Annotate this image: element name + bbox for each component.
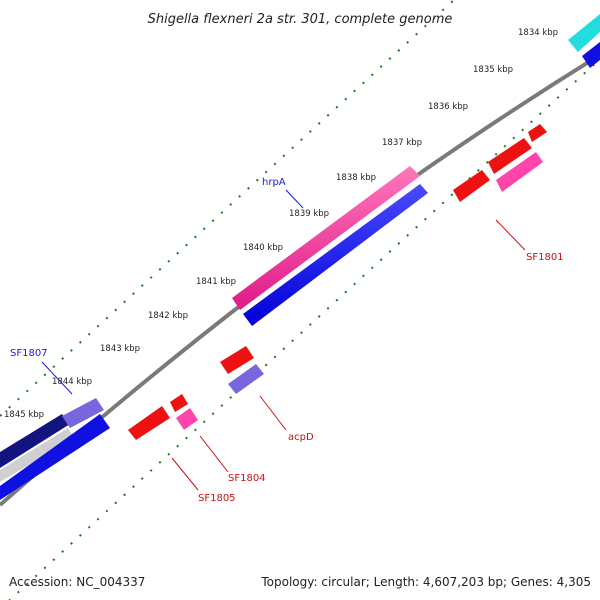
ruler-label: 1840 kbp	[243, 243, 283, 253]
SF1807-cds-feature[interactable]	[0, 414, 70, 468]
SF1804-gene-feature[interactable]	[176, 408, 198, 430]
accession-text: Accession: NC_004337	[9, 575, 145, 589]
misc-feature[interactable]	[62, 398, 104, 428]
ruler-label: 1838 kbp	[336, 173, 376, 183]
ruler-label: 1843 kbp	[100, 344, 140, 354]
acpD-leader	[259, 395, 287, 431]
inner-ruler-track	[8, 58, 600, 600]
ruler-label: 1844 kbp	[52, 377, 92, 387]
SF1801-cds-feature[interactable]	[453, 170, 490, 202]
SF1801-gene-feature[interactable]	[496, 152, 543, 192]
SF1805-leader	[171, 457, 199, 491]
acpD-cds-feature[interactable]	[220, 346, 254, 374]
hrpA-leader	[285, 189, 304, 209]
hrpA-label: hrpA	[262, 177, 286, 188]
outer-ruler-track	[0, 0, 456, 417]
SF1804-label: SF1804	[228, 473, 266, 484]
rna-feature[interactable]	[568, 14, 600, 52]
acpD-label: acpD	[288, 432, 314, 443]
ruler-label: 1841 kbp	[196, 277, 236, 287]
forward-cds-feature[interactable]	[582, 42, 600, 68]
forward-cds-feature[interactable]	[0, 414, 110, 500]
SF1804-cds-feature[interactable]	[170, 394, 188, 412]
SF1801-leader	[495, 219, 526, 251]
ruler-label: 1837 kbp	[382, 138, 422, 148]
ruler-label: 1834 kbp	[518, 28, 558, 38]
ruler-labels: 1834 kbp 1835 kbp 1836 kbp 1837 kbp 1838…	[4, 28, 558, 420]
SF1801-cds-feature[interactable]	[528, 124, 547, 142]
map-title: Shigella flexneri 2a str. 301, complete …	[148, 12, 453, 27]
ruler-label: 1835 kbp	[473, 65, 513, 75]
misc-feature[interactable]	[228, 364, 264, 394]
grey-feature[interactable]	[0, 428, 74, 482]
summary-text: Topology: circular; Length: 4,607,203 bp…	[260, 575, 591, 589]
SF1805-label: SF1805	[198, 493, 236, 504]
ruler-label: 1845 kbp	[4, 410, 44, 420]
ruler-label: 1836 kbp	[428, 102, 468, 112]
SF1807-leader	[41, 361, 73, 395]
SF1804-leader	[199, 435, 229, 473]
SF1805-cds-feature[interactable]	[128, 406, 170, 440]
SF1801-cds-feature[interactable]	[488, 138, 532, 174]
hrpA-cds-feature[interactable]	[243, 184, 428, 326]
ruler-label: 1842 kbp	[148, 311, 188, 321]
hrpA-gene-feature[interactable]	[232, 166, 420, 310]
SF1807-label: SF1807	[10, 348, 48, 359]
ruler-label: 1839 kbp	[289, 209, 329, 219]
SF1801-label: SF1801	[526, 252, 564, 263]
